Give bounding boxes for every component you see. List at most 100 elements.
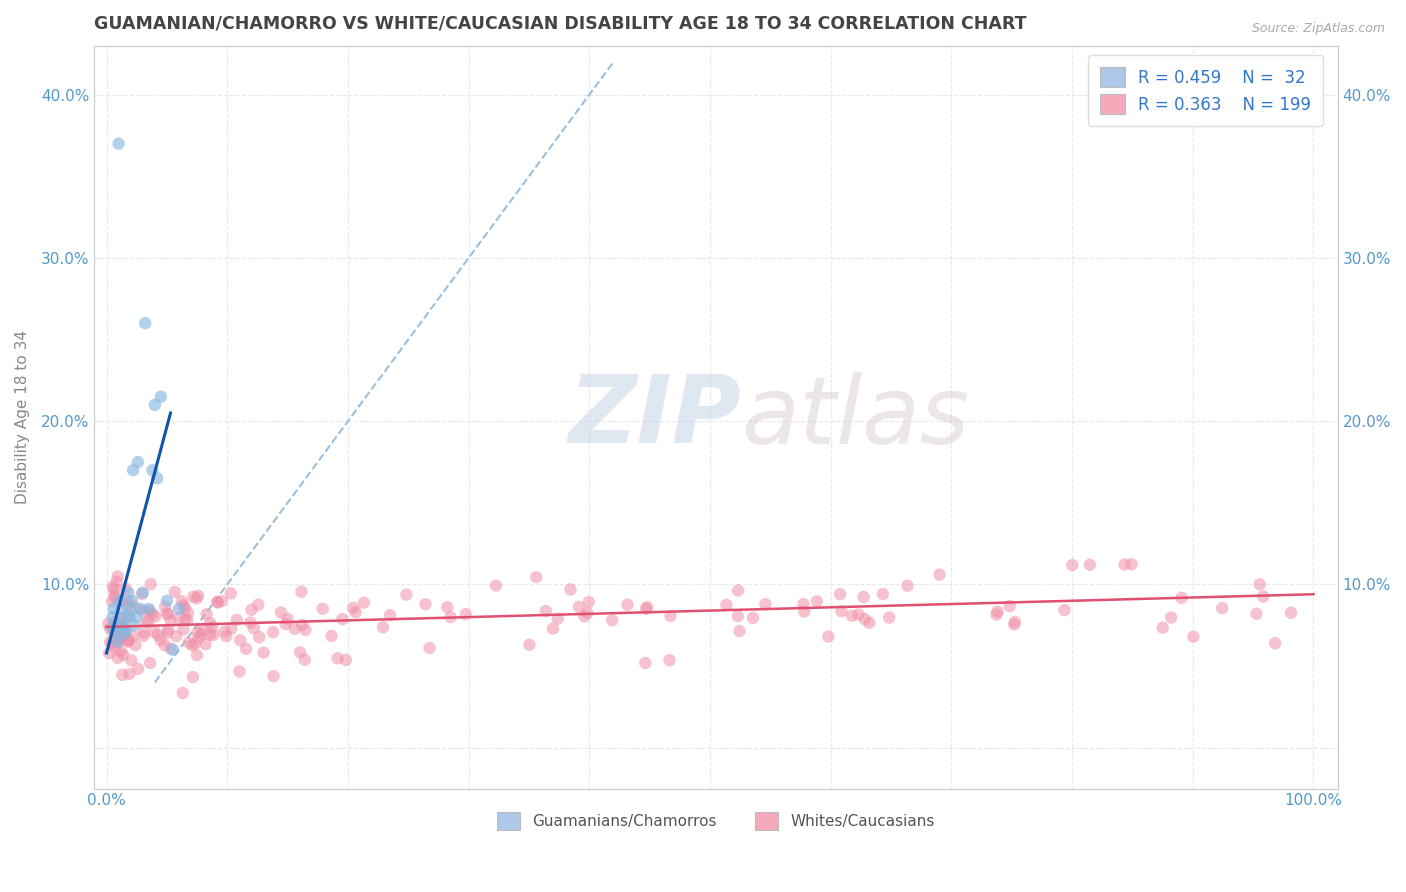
Point bbox=[228, 665, 250, 679]
Point bbox=[110, 644, 132, 658]
Point bbox=[243, 621, 266, 635]
Point bbox=[207, 595, 229, 609]
Point bbox=[198, 615, 221, 630]
Point bbox=[165, 629, 187, 643]
Point bbox=[124, 638, 146, 652]
Point bbox=[344, 605, 367, 619]
Point bbox=[727, 609, 749, 624]
Text: GUAMANIAN/CHAMORRO VS WHITE/CAUCASIAN DISABILITY AGE 18 TO 34 CORRELATION CHART: GUAMANIAN/CHAMORRO VS WHITE/CAUCASIAN DI… bbox=[94, 15, 1026, 33]
Point bbox=[104, 618, 127, 632]
Point bbox=[214, 624, 236, 639]
Point bbox=[105, 626, 128, 640]
Point bbox=[986, 607, 1008, 622]
Point bbox=[436, 600, 458, 615]
Point bbox=[129, 602, 152, 616]
Point bbox=[1121, 558, 1143, 572]
Point bbox=[181, 638, 204, 652]
Point bbox=[239, 615, 262, 630]
Point bbox=[1279, 606, 1302, 620]
Point bbox=[1062, 558, 1084, 573]
Point bbox=[162, 642, 184, 657]
Point bbox=[177, 606, 200, 620]
Point bbox=[101, 636, 124, 650]
Point bbox=[156, 594, 179, 608]
Point bbox=[117, 632, 139, 647]
Point bbox=[156, 607, 179, 621]
Point bbox=[852, 590, 875, 604]
Point bbox=[634, 656, 657, 670]
Point bbox=[207, 595, 229, 609]
Point bbox=[177, 635, 200, 649]
Point bbox=[877, 610, 900, 624]
Point bbox=[149, 390, 172, 404]
Point bbox=[263, 669, 285, 683]
Point bbox=[1053, 603, 1076, 617]
Point bbox=[1170, 591, 1192, 605]
Point bbox=[229, 633, 252, 648]
Point bbox=[111, 618, 134, 632]
Point bbox=[454, 607, 477, 622]
Point bbox=[135, 615, 157, 629]
Point bbox=[290, 584, 312, 599]
Point bbox=[524, 570, 547, 584]
Point bbox=[353, 596, 375, 610]
Point bbox=[163, 585, 186, 599]
Point bbox=[186, 591, 208, 606]
Point bbox=[114, 610, 136, 624]
Point bbox=[149, 632, 172, 647]
Point bbox=[103, 622, 125, 636]
Point bbox=[288, 645, 311, 659]
Point bbox=[186, 648, 208, 662]
Point bbox=[187, 625, 209, 640]
Text: atlas: atlas bbox=[741, 372, 969, 463]
Point bbox=[294, 653, 316, 667]
Point bbox=[101, 594, 124, 608]
Point bbox=[240, 603, 263, 617]
Point bbox=[560, 582, 582, 597]
Point bbox=[104, 640, 127, 654]
Point bbox=[120, 653, 142, 667]
Point bbox=[173, 599, 195, 613]
Point bbox=[112, 621, 135, 635]
Point bbox=[111, 668, 134, 682]
Point bbox=[112, 648, 135, 662]
Point bbox=[247, 630, 270, 644]
Point bbox=[574, 609, 596, 624]
Point bbox=[176, 613, 198, 627]
Point bbox=[141, 607, 163, 622]
Point bbox=[294, 623, 316, 637]
Point bbox=[127, 662, 149, 676]
Point bbox=[122, 629, 145, 643]
Point bbox=[534, 604, 557, 618]
Point bbox=[97, 616, 120, 631]
Point bbox=[108, 631, 131, 645]
Point bbox=[326, 651, 349, 665]
Point bbox=[98, 646, 121, 660]
Point bbox=[115, 598, 138, 612]
Point bbox=[107, 136, 129, 151]
Point bbox=[101, 622, 124, 636]
Point bbox=[184, 637, 207, 651]
Point bbox=[201, 620, 224, 634]
Point bbox=[117, 634, 139, 648]
Point bbox=[998, 599, 1021, 614]
Point bbox=[1078, 558, 1101, 572]
Point bbox=[793, 605, 815, 619]
Point bbox=[1249, 577, 1271, 591]
Point bbox=[792, 597, 814, 611]
Point bbox=[111, 618, 134, 632]
Point bbox=[270, 606, 292, 620]
Point bbox=[342, 601, 364, 615]
Point bbox=[104, 629, 127, 643]
Point bbox=[108, 594, 131, 608]
Point bbox=[98, 622, 121, 636]
Point bbox=[115, 582, 138, 596]
Text: Source: ZipAtlas.com: Source: ZipAtlas.com bbox=[1251, 22, 1385, 36]
Point bbox=[215, 629, 238, 643]
Point bbox=[132, 629, 155, 643]
Point bbox=[101, 580, 124, 594]
Point bbox=[986, 605, 1008, 619]
Point bbox=[107, 625, 129, 640]
Point bbox=[114, 626, 136, 640]
Point bbox=[830, 604, 852, 618]
